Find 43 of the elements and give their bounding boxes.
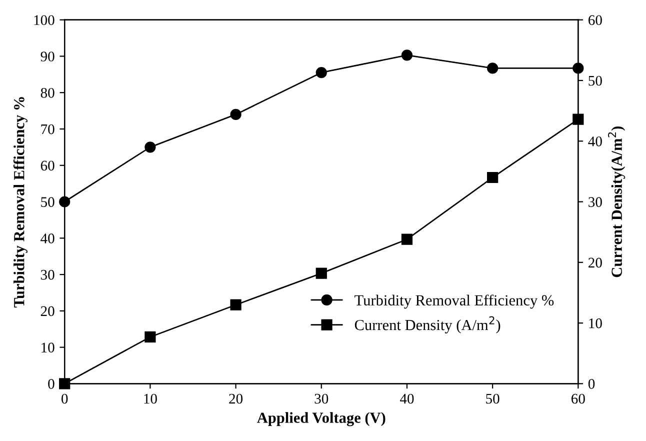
point: [144, 331, 156, 343]
x-tick-label: 30: [314, 394, 328, 404]
y2-tick-label: 50: [588, 76, 602, 86]
y-tick-label: 30: [40, 270, 54, 280]
y-tick-label: 60: [40, 160, 54, 171]
point: [230, 299, 242, 310]
x-axis-title: Applied Voltage (V): [257, 412, 386, 426]
point: [316, 268, 327, 279]
y2-tick-label: 20: [588, 258, 602, 268]
point: [572, 114, 584, 125]
point: [401, 234, 413, 245]
y-tick-label: 90: [40, 52, 54, 62]
y-tick-label: 20: [40, 306, 54, 316]
y-tick-label: 0: [48, 379, 54, 389]
y2-tick-label: 60: [588, 15, 602, 26]
point: [59, 196, 70, 208]
y-tick-label: 80: [40, 88, 54, 98]
y-axis-title: Turbidity Removal Efficiency %: [13, 97, 28, 308]
y-tick-label: 50: [41, 197, 54, 207]
point: [316, 67, 327, 78]
x-tick-label: 50: [486, 394, 500, 404]
point: [230, 108, 242, 120]
x-tick-label: 20: [229, 394, 243, 404]
y-tick-label: 100: [34, 15, 54, 26]
legend-label: Turbidity Removal Efficiency %: [354, 294, 554, 309]
y-tick-label: 10: [42, 342, 54, 352]
x-tick-label: 60: [572, 394, 585, 404]
y2-axis-title: Current Density(A/m$^{2}$): [608, 126, 626, 278]
y2-tick-label: 0: [588, 379, 595, 389]
y-tick-label: 70: [41, 124, 54, 134]
y-tick-label: 40: [40, 234, 54, 244]
y2-tick-label: 10: [589, 318, 602, 328]
x-tick-label: 40: [400, 394, 414, 404]
x-tick-label: 0: [62, 394, 68, 404]
x-tick-label: 10: [144, 394, 157, 404]
point: [487, 62, 498, 74]
y2-tick-label: 40: [588, 136, 602, 146]
legend-label: Current Density (A/m$^{2}$): [354, 316, 500, 334]
point: [487, 172, 498, 184]
point: [401, 50, 413, 61]
y2-tick-label: 30: [588, 197, 602, 207]
point: [59, 378, 70, 390]
point: [144, 142, 156, 153]
